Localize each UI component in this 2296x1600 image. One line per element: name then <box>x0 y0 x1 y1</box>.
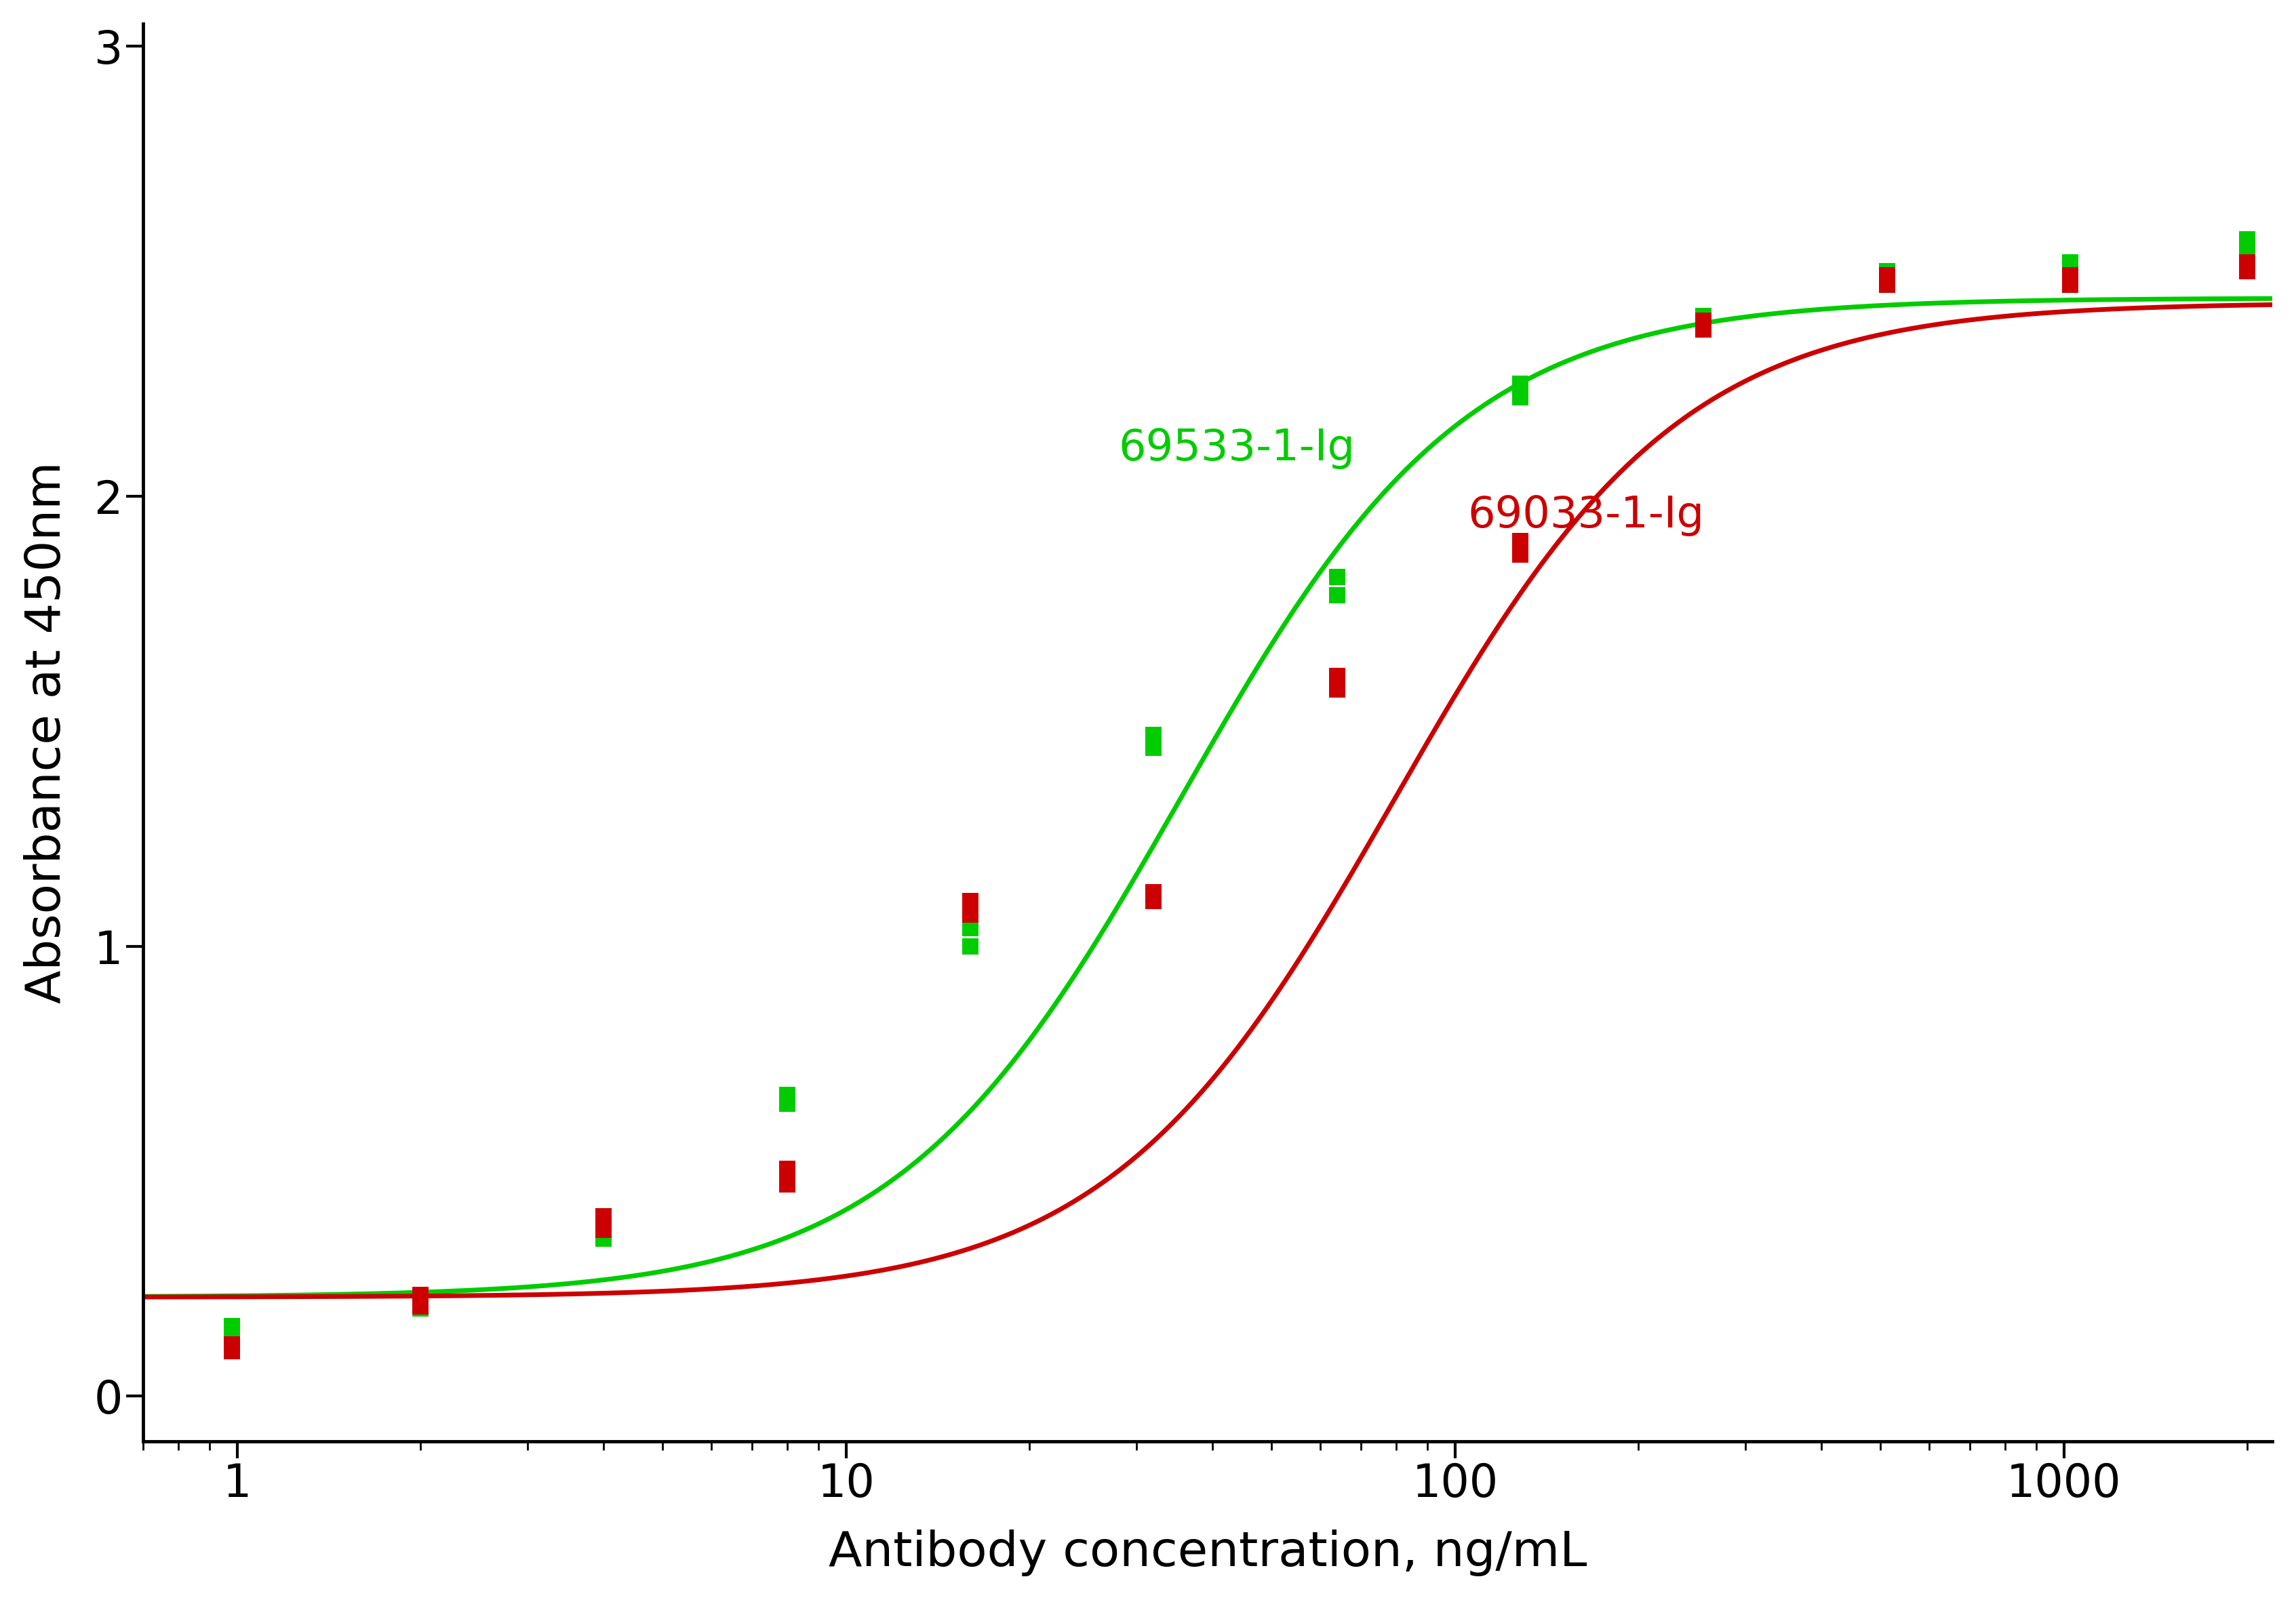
Point <box>953 902 990 928</box>
Point <box>2229 250 2266 275</box>
Point <box>1502 528 1538 554</box>
X-axis label: Antibody concentration, ng/mL: Antibody concentration, ng/mL <box>829 1530 1587 1576</box>
Point <box>769 1171 806 1197</box>
Point <box>1134 722 1171 747</box>
Point <box>585 1226 622 1251</box>
Point <box>402 1286 439 1312</box>
Point <box>953 888 990 914</box>
Point <box>1685 312 1722 338</box>
Point <box>1685 317 1722 342</box>
Text: 69533-1-Ig: 69533-1-Ig <box>1118 427 1355 469</box>
Text: 69033-1-Ig: 69033-1-Ig <box>1467 494 1704 536</box>
Point <box>1502 371 1538 397</box>
Point <box>769 1082 806 1107</box>
Point <box>1685 307 1722 333</box>
Point <box>1134 736 1171 762</box>
Point <box>402 1282 439 1307</box>
Point <box>769 1157 806 1182</box>
Point <box>2229 258 2266 283</box>
Point <box>402 1293 439 1318</box>
Point <box>1318 582 1355 608</box>
Point <box>953 933 990 958</box>
Point <box>1318 677 1355 702</box>
Point <box>402 1296 439 1322</box>
Point <box>769 1091 806 1117</box>
Point <box>2053 250 2089 275</box>
Point <box>953 915 990 941</box>
Point <box>1134 888 1171 914</box>
Point <box>1869 272 1906 298</box>
Point <box>2053 272 2089 298</box>
Point <box>585 1203 622 1229</box>
Point <box>585 1218 622 1243</box>
Point <box>1134 880 1171 906</box>
Point <box>1318 664 1355 690</box>
Point <box>2229 235 2266 261</box>
Point <box>2053 262 2089 288</box>
Point <box>1869 262 1906 288</box>
Point <box>2053 258 2089 283</box>
Point <box>214 1325 250 1350</box>
Point <box>2229 227 2266 253</box>
Point <box>1869 258 1906 283</box>
Point <box>1502 384 1538 410</box>
Point <box>1502 542 1538 568</box>
Point <box>585 1218 622 1243</box>
Point <box>214 1331 250 1357</box>
Y-axis label: Absorbance at 450nm: Absorbance at 450nm <box>23 461 71 1003</box>
Point <box>1318 565 1355 590</box>
Point <box>214 1314 250 1339</box>
Point <box>1685 304 1722 330</box>
Point <box>214 1338 250 1363</box>
Point <box>1869 272 1906 298</box>
